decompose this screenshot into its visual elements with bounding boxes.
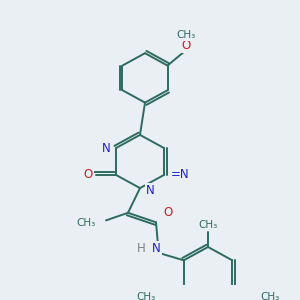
Text: N: N bbox=[152, 242, 160, 255]
Text: CH₃: CH₃ bbox=[198, 220, 218, 230]
Text: O: O bbox=[164, 206, 172, 219]
Text: CH₃: CH₃ bbox=[176, 30, 195, 40]
Text: N: N bbox=[102, 142, 111, 155]
Text: CH₃: CH₃ bbox=[260, 292, 280, 300]
Text: CH₃: CH₃ bbox=[77, 218, 96, 228]
Text: O: O bbox=[83, 168, 92, 181]
Text: N: N bbox=[146, 184, 155, 197]
Text: H: H bbox=[137, 242, 146, 255]
Text: O: O bbox=[181, 39, 190, 52]
Text: =N: =N bbox=[171, 168, 190, 181]
Text: CH₃: CH₃ bbox=[136, 292, 156, 300]
